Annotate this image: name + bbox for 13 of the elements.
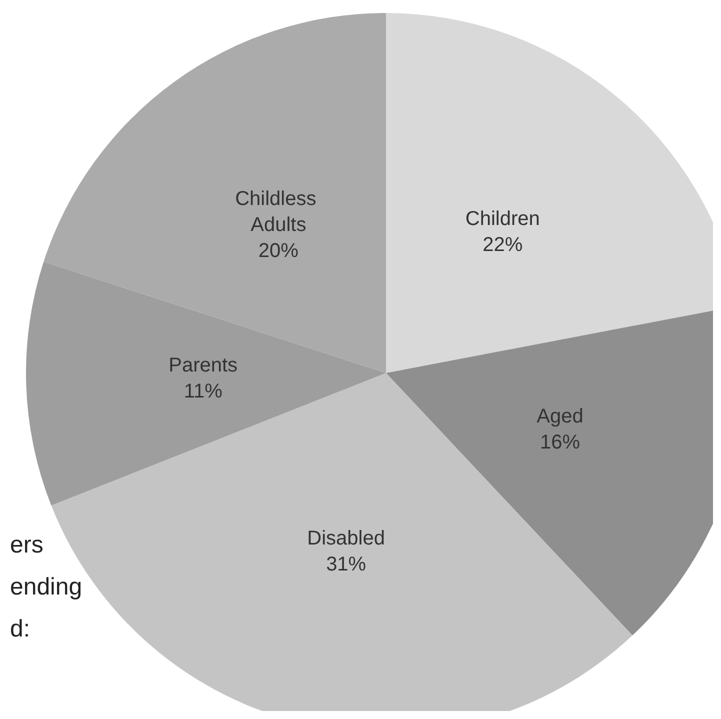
text: d: [10, 616, 30, 642]
slice-label: Parents [168, 354, 238, 377]
data-label: 31% [326, 554, 366, 576]
data-label: 20% [258, 240, 299, 262]
data-label: 16% [540, 432, 580, 454]
slice-label: Childless Adults [235, 188, 322, 236]
slice-label: Children [465, 208, 540, 230]
slice-label: Disabled [307, 528, 385, 550]
text: ending [10, 574, 82, 600]
text: ers [10, 532, 44, 558]
data-label: 11% [184, 380, 223, 403]
slice-label: Aged [536, 406, 584, 428]
data-label: 22% [482, 234, 523, 256]
